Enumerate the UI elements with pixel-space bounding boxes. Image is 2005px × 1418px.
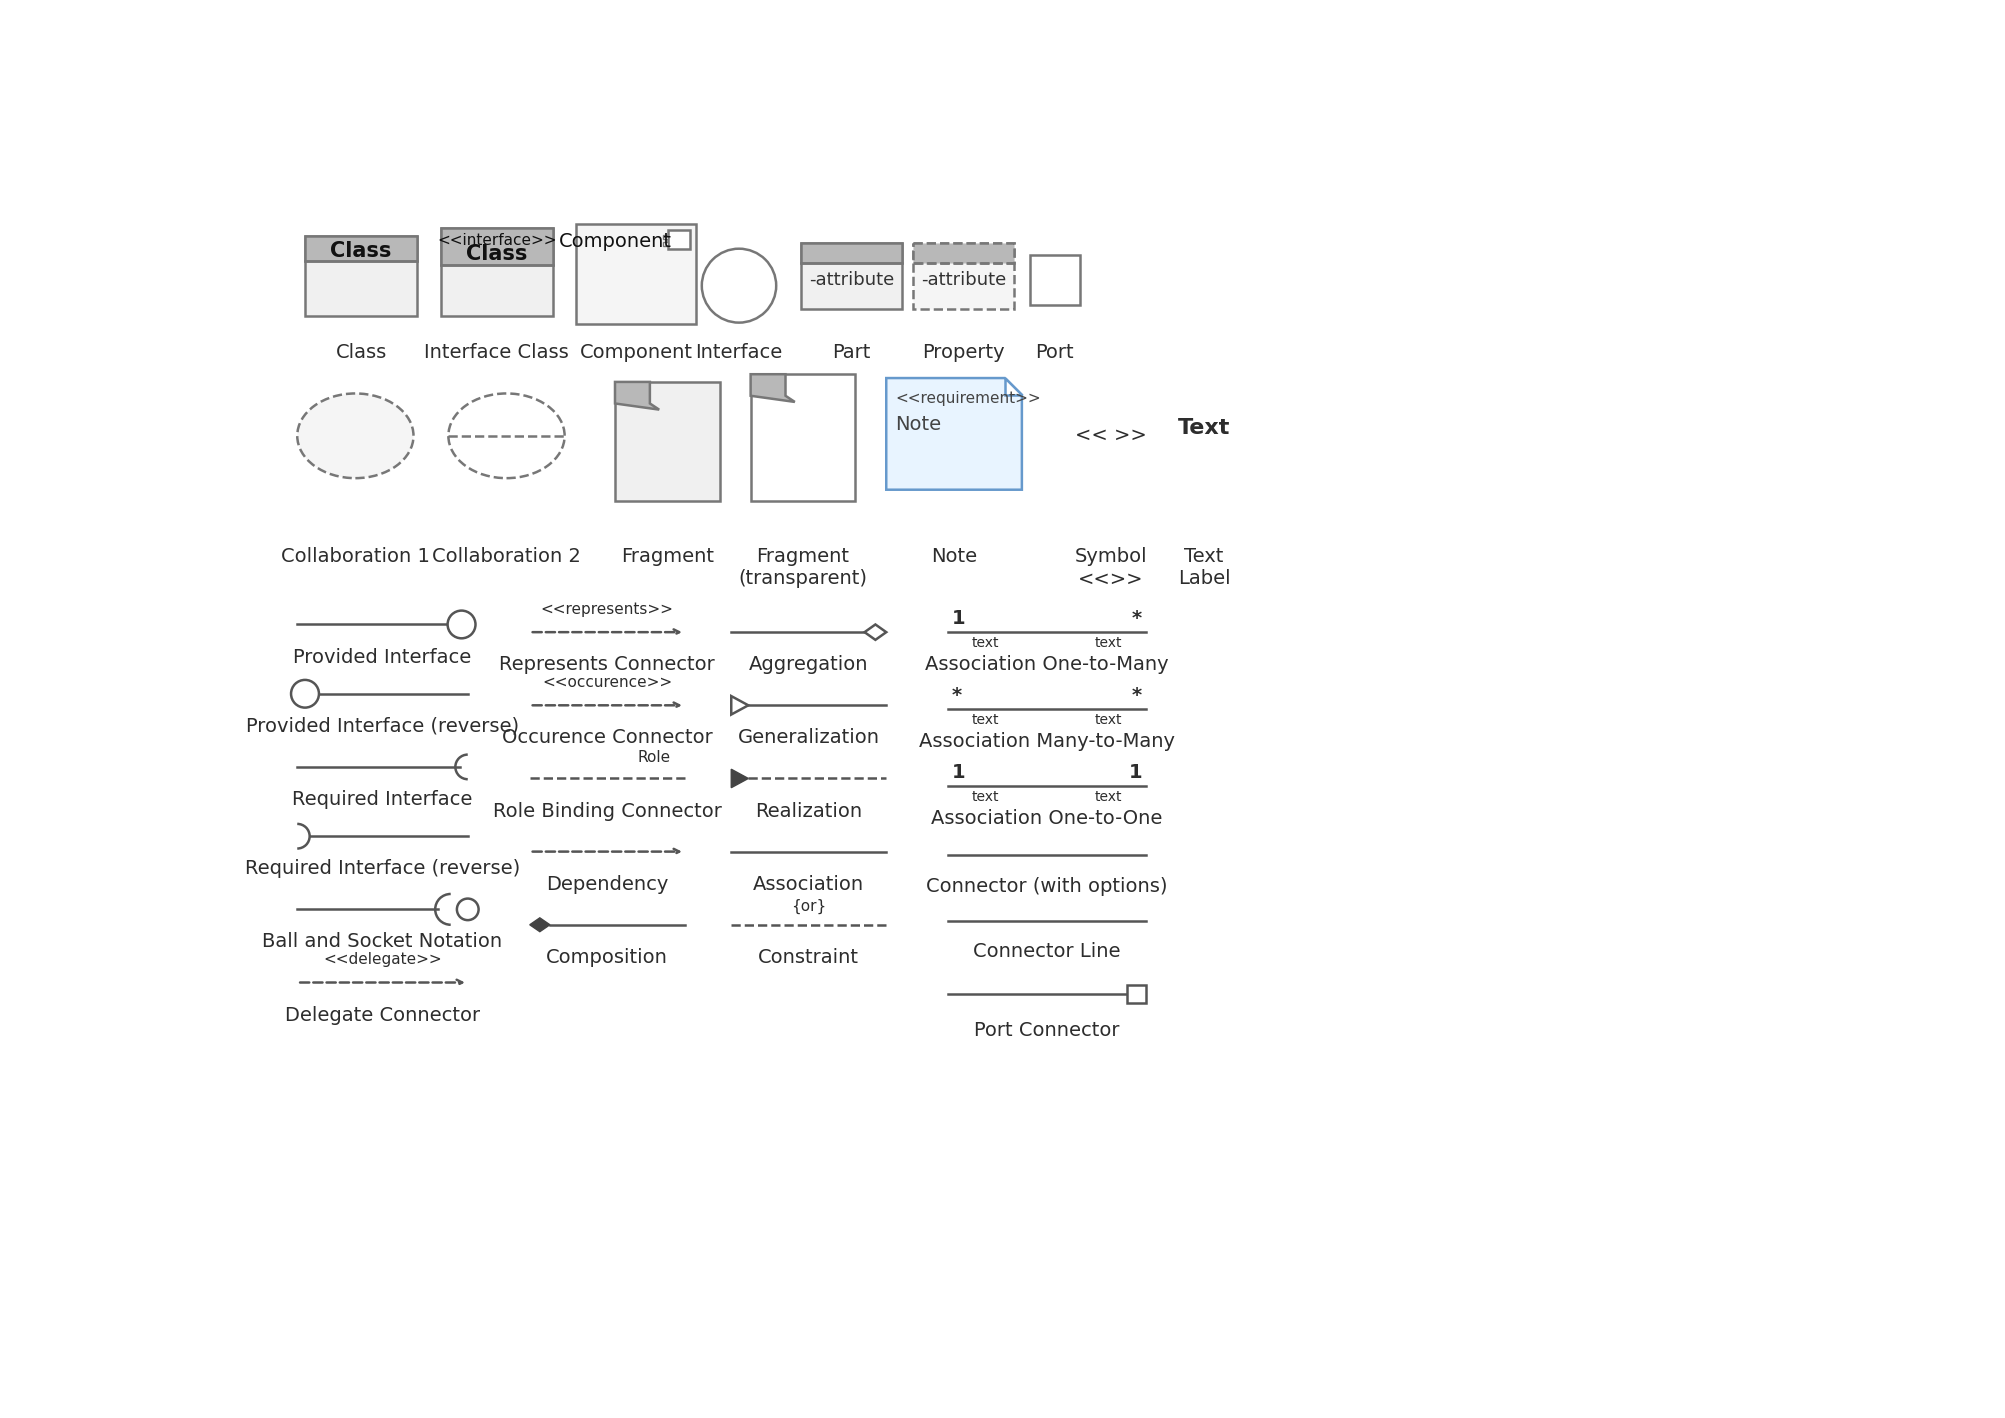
Text: 1: 1 xyxy=(952,610,964,628)
Polygon shape xyxy=(664,235,668,240)
Text: Realization: Realization xyxy=(754,801,862,821)
Text: 1: 1 xyxy=(1127,763,1141,783)
Text: Occurence Connector: Occurence Connector xyxy=(501,729,712,747)
Text: Symbol
<<>>: Symbol <<>> xyxy=(1075,547,1147,588)
Text: Ball and Socket Notation: Ball and Socket Notation xyxy=(263,933,503,951)
Text: Component: Component xyxy=(579,343,692,363)
Polygon shape xyxy=(616,381,720,501)
Polygon shape xyxy=(912,244,1015,262)
Polygon shape xyxy=(616,381,660,410)
Circle shape xyxy=(447,611,475,638)
Text: text: text xyxy=(970,637,998,649)
Polygon shape xyxy=(529,917,549,932)
Circle shape xyxy=(702,248,776,323)
Text: text: text xyxy=(1095,713,1123,727)
Text: {or}: {or} xyxy=(790,899,826,915)
Polygon shape xyxy=(575,224,696,325)
Text: <<occurence>>: <<occurence>> xyxy=(541,675,672,691)
Polygon shape xyxy=(305,235,417,261)
Text: Port: Port xyxy=(1035,343,1073,363)
Text: Text
Label: Text Label xyxy=(1177,547,1229,588)
Text: Collaboration 2: Collaboration 2 xyxy=(431,547,581,566)
Text: Required Interface (reverse): Required Interface (reverse) xyxy=(245,859,519,878)
Text: <<requirement>>: <<requirement>> xyxy=(894,390,1041,406)
Text: Property: Property xyxy=(922,343,1005,363)
Ellipse shape xyxy=(449,393,563,478)
Text: Dependency: Dependency xyxy=(545,875,668,893)
Text: Part: Part xyxy=(832,343,870,363)
Polygon shape xyxy=(800,244,902,309)
Text: <<represents>>: <<represents>> xyxy=(541,601,674,617)
Text: Delegate Connector: Delegate Connector xyxy=(285,1005,479,1025)
Polygon shape xyxy=(668,230,690,248)
Text: Note: Note xyxy=(894,414,940,434)
Text: Association One-to-One: Association One-to-One xyxy=(930,810,1163,828)
Text: Class: Class xyxy=(465,244,527,264)
Text: Connector Line: Connector Line xyxy=(972,943,1121,961)
Text: Note: Note xyxy=(930,547,976,566)
Text: text: text xyxy=(970,713,998,727)
Polygon shape xyxy=(1005,379,1021,396)
Text: Constraint: Constraint xyxy=(758,947,858,967)
Text: Generalization: Generalization xyxy=(738,729,880,747)
Polygon shape xyxy=(732,696,748,715)
Text: text: text xyxy=(1095,790,1123,804)
Text: Provided Interface (reverse): Provided Interface (reverse) xyxy=(247,718,519,736)
Text: Role: Role xyxy=(638,750,670,764)
Polygon shape xyxy=(912,244,1015,309)
Text: Role Binding Connector: Role Binding Connector xyxy=(493,801,722,821)
Text: 1: 1 xyxy=(952,763,964,783)
Text: Provided Interface: Provided Interface xyxy=(293,648,471,666)
Polygon shape xyxy=(1029,255,1079,305)
Circle shape xyxy=(291,679,319,708)
Text: *: * xyxy=(952,686,962,705)
Text: Required Interface: Required Interface xyxy=(293,790,473,810)
Text: Aggregation: Aggregation xyxy=(748,655,868,675)
Polygon shape xyxy=(750,374,854,501)
Polygon shape xyxy=(750,374,794,401)
Polygon shape xyxy=(441,228,553,316)
Text: Text: Text xyxy=(1177,418,1229,438)
Ellipse shape xyxy=(297,393,413,478)
Text: Class: Class xyxy=(331,241,391,261)
Text: -attribute: -attribute xyxy=(920,271,1007,289)
Text: Association Many-to-Many: Association Many-to-Many xyxy=(918,732,1175,752)
Text: Association: Association xyxy=(752,875,864,893)
Text: <<delegate>>: <<delegate>> xyxy=(323,951,441,967)
Text: text: text xyxy=(970,790,998,804)
Polygon shape xyxy=(800,244,902,262)
Text: Fragment
(transparent): Fragment (transparent) xyxy=(738,547,866,588)
Polygon shape xyxy=(305,235,417,316)
Polygon shape xyxy=(732,769,748,788)
Text: *: * xyxy=(1131,610,1141,628)
Text: <<interface>>: <<interface>> xyxy=(437,233,555,248)
Text: Interface Class: Interface Class xyxy=(425,343,569,363)
Text: Component: Component xyxy=(557,231,672,251)
Text: Association One-to-Many: Association One-to-Many xyxy=(924,655,1169,675)
Polygon shape xyxy=(441,228,553,265)
Text: Represents Connector: Represents Connector xyxy=(499,655,714,675)
Text: Collaboration 1: Collaboration 1 xyxy=(281,547,429,566)
Text: Interface: Interface xyxy=(696,343,782,363)
Polygon shape xyxy=(1127,986,1145,1004)
Polygon shape xyxy=(886,379,1021,489)
Text: Port Connector: Port Connector xyxy=(974,1021,1119,1039)
Polygon shape xyxy=(864,624,886,640)
Text: Fragment: Fragment xyxy=(620,547,714,566)
Circle shape xyxy=(457,899,479,920)
Text: << >>: << >> xyxy=(1075,427,1147,445)
Text: text: text xyxy=(1095,637,1123,649)
Text: Class: Class xyxy=(335,343,387,363)
Text: Composition: Composition xyxy=(545,947,668,967)
Text: -attribute: -attribute xyxy=(808,271,894,289)
Polygon shape xyxy=(664,242,668,247)
Text: *: * xyxy=(1131,686,1141,705)
Text: Connector (with options): Connector (with options) xyxy=(926,876,1167,896)
